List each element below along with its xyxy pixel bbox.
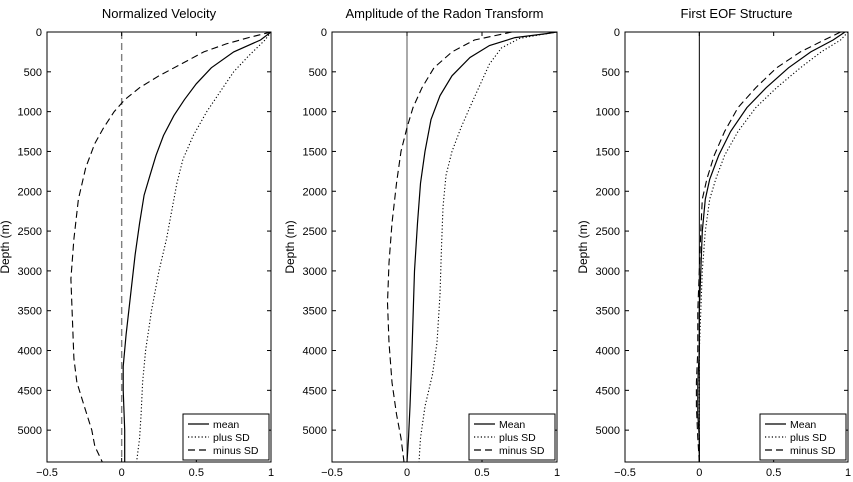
x-tick-label: −0.5 — [614, 467, 636, 479]
y-tick-label: 1000 — [303, 107, 327, 119]
x-tick-label: 0 — [119, 467, 125, 479]
x-tick-label: 0 — [404, 467, 410, 479]
y-tick-label: 1000 — [18, 107, 42, 119]
series-line-mean — [406, 32, 557, 462]
panel-title: Amplitude of the Radon Transform — [346, 6, 544, 21]
y-tick-label: 2000 — [303, 186, 327, 198]
legend-box — [468, 413, 556, 461]
legend-label: Mean — [499, 419, 525, 431]
y-tick-label: 3000 — [596, 266, 620, 278]
y-tick-label: 2000 — [18, 186, 42, 198]
y-tick-label: 3500 — [596, 306, 620, 318]
y-tick-label: 4500 — [596, 385, 620, 397]
x-tick-label: −0.5 — [36, 467, 58, 479]
series-line-plus-sd — [418, 32, 557, 462]
series-line-minus-sd — [695, 32, 841, 462]
y-tick-label: 4500 — [18, 385, 42, 397]
legend-box — [759, 413, 847, 461]
y-tick-label: 500 — [309, 67, 327, 79]
y-tick-label: 5000 — [303, 425, 327, 437]
y-tick-label: 2000 — [596, 186, 620, 198]
series-line-plus-sd — [698, 32, 848, 462]
panel-2: 0 500 1000 1500 2000 2500 3000 3500 4000 4500 5000… — [283, 6, 560, 479]
y-axis-label: Depth (m) — [283, 220, 297, 273]
series-line-plus-sd — [136, 32, 271, 462]
x-tick-label: −0.5 — [321, 467, 343, 479]
y-tick-label: 3000 — [303, 266, 327, 278]
y-tick-label: 4000 — [303, 346, 327, 358]
panel-title: Normalized Velocity — [102, 6, 217, 21]
y-tick-label: 5000 — [596, 425, 620, 437]
y-tick-label: 3500 — [303, 306, 327, 318]
y-tick-label: 4000 — [18, 346, 42, 358]
plot-frame — [624, 31, 849, 463]
y-tick-label: 5000 — [18, 425, 42, 437]
legend-label: minus SD — [213, 445, 259, 457]
y-tick-label: 1500 — [596, 146, 620, 158]
x-tick-label: 1 — [554, 467, 560, 479]
panel-1: 0 500 1000 1500 2000 2500 3000 3500 4000 4500 5000… — [0, 6, 274, 479]
series-line-minus-sd — [386, 32, 513, 462]
plot-frame — [331, 31, 558, 463]
x-tick-label: 1 — [268, 467, 274, 479]
y-axis-label: Depth (m) — [576, 220, 590, 273]
x-tick-label: 1 — [845, 467, 851, 479]
y-tick-label: 4500 — [303, 385, 327, 397]
series-line-minus-sd — [70, 32, 271, 462]
series-line-mean — [697, 32, 846, 462]
y-tick-label: 3500 — [18, 306, 42, 318]
y-tick-label: 500 — [602, 67, 620, 79]
y-tick-label: 1500 — [303, 146, 327, 158]
y-tick-label: 3000 — [18, 266, 42, 278]
y-tick-label: 2500 — [18, 226, 42, 238]
plot-frame — [46, 31, 272, 463]
x-tick-label: 0 — [696, 467, 702, 479]
y-tick-label: 500 — [24, 67, 42, 79]
y-tick-label: 1000 — [596, 107, 620, 119]
y-tick-label: 1500 — [18, 146, 42, 158]
panel-title: First EOF Structure — [681, 6, 793, 21]
x-tick-label: 0.5 — [189, 467, 204, 479]
y-tick-label: 0 — [321, 27, 327, 39]
legend-label: Mean — [790, 419, 816, 431]
x-tick-label: 0.5 — [474, 467, 489, 479]
series-line-mean — [122, 32, 271, 462]
y-tick-label: 2500 — [303, 226, 327, 238]
x-tick-label: 0.5 — [766, 467, 781, 479]
y-tick-label: 0 — [614, 27, 620, 39]
legend-label: mean — [213, 419, 239, 431]
legend-label: plus SD — [499, 432, 536, 444]
y-tick-label: 4000 — [596, 346, 620, 358]
y-axis-label: Depth (m) — [0, 220, 12, 273]
y-tick-label: 0 — [36, 27, 42, 39]
legend-label: plus SD — [213, 432, 250, 444]
legend-label: minus SD — [499, 445, 545, 457]
panel-3: 0 500 1000 1500 2000 2500 3000 3500 4000 4500 5000… — [576, 6, 851, 479]
legend-label: plus SD — [790, 432, 827, 444]
legend-label: minus SD — [790, 445, 836, 457]
y-tick-label: 2500 — [596, 226, 620, 238]
legend-box — [182, 413, 270, 461]
